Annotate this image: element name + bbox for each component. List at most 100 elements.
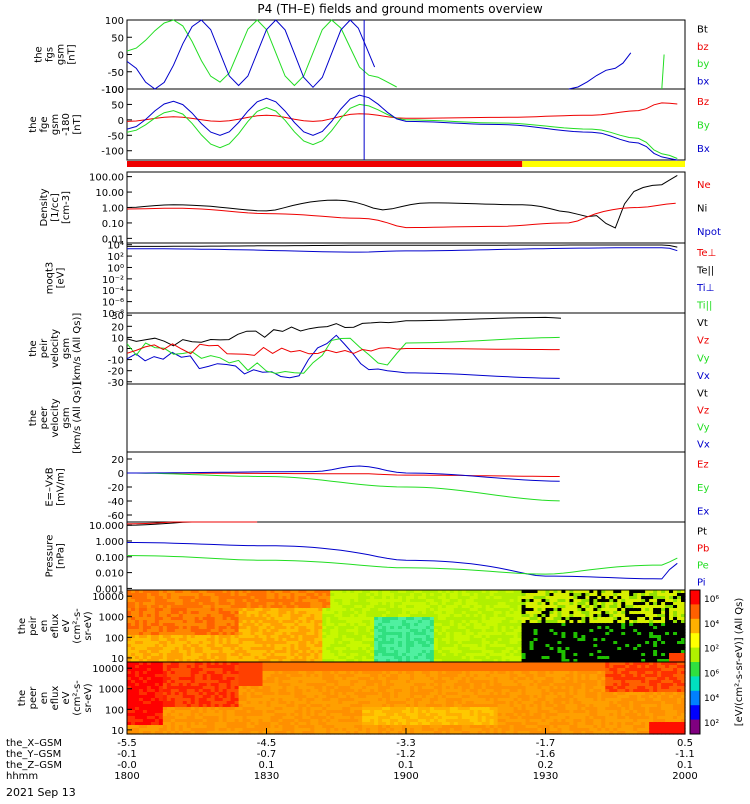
peir_spec-cell — [437, 635, 443, 639]
peer_spec-cell — [214, 692, 220, 696]
peer_spec-cell — [294, 686, 299, 690]
peer_spec-cell — [374, 686, 379, 690]
peir_spec-cell — [593, 596, 598, 600]
peir_spec-cell — [374, 638, 379, 642]
peer_spec-cell — [174, 725, 180, 729]
peir_spec-cell — [362, 659, 367, 663]
peer_spec-cell — [138, 713, 144, 717]
peir_spec-cell — [226, 644, 232, 648]
peer_spec-cell — [354, 731, 359, 735]
peir_spec-cell — [665, 596, 670, 600]
peir_spec-cell — [673, 656, 678, 660]
peir_spec-cell — [342, 626, 347, 630]
peer_spec-cell — [146, 692, 152, 696]
peir_spec-cell — [677, 659, 682, 663]
peer_spec-cell — [326, 689, 331, 693]
peir_spec-cell — [445, 653, 451, 657]
peir_spec-cell — [673, 602, 678, 606]
peir_spec-cell — [158, 620, 164, 624]
peer_spec-cell — [150, 698, 156, 702]
peer_spec-cell — [394, 698, 399, 702]
peer_spec-cell — [382, 719, 387, 723]
peir_spec-cell — [645, 641, 650, 645]
peer_spec-cell — [162, 668, 168, 672]
peir_spec-cell — [150, 617, 156, 621]
peir_spec-cell — [653, 632, 658, 636]
peer_spec-cell — [370, 713, 375, 717]
peer_spec-cell — [238, 725, 244, 729]
peir_spec-cell — [493, 605, 499, 609]
peir_spec-cell — [350, 644, 355, 648]
peir_spec-cell — [653, 599, 658, 603]
peer_spec-cell — [362, 725, 367, 729]
peir_spec-cell — [629, 626, 634, 630]
peir_spec-cell — [577, 659, 582, 663]
peer_spec-cell — [298, 668, 303, 672]
peer_spec-cell — [238, 668, 244, 672]
peir_spec-cell — [370, 626, 375, 630]
peir_spec-cell — [457, 650, 463, 654]
peir_spec-cell — [541, 599, 547, 603]
peir_spec-cell — [210, 617, 216, 621]
peer_spec-cell — [234, 716, 240, 720]
peer_spec-cell — [278, 728, 284, 732]
peir_spec-cell — [174, 647, 180, 651]
peir_spec-cell — [286, 599, 292, 603]
peir_spec-cell — [441, 596, 447, 600]
peer_spec-cell — [182, 710, 188, 714]
peer_spec-cell — [270, 707, 276, 711]
peir_spec-cell — [142, 611, 148, 615]
peer_spec-cell — [390, 728, 395, 732]
peer_spec-cell — [350, 728, 355, 732]
peir_spec-cell — [601, 653, 606, 657]
peir_spec-cell — [194, 632, 200, 636]
peir_spec-cell — [370, 635, 375, 639]
peer_spec-cell — [198, 671, 204, 675]
peir_spec-cell — [178, 599, 184, 603]
peir_spec-cell — [242, 635, 248, 639]
peer_spec-cell — [186, 725, 192, 729]
peer_spec-cell — [146, 671, 152, 675]
peer_spec-cell — [138, 704, 144, 708]
peir_spec-cell — [433, 614, 439, 618]
peer_spec-cell — [146, 725, 152, 729]
peer_spec-cell — [382, 722, 387, 726]
peir_spec-cell — [230, 590, 236, 594]
peir_spec-cell — [481, 611, 487, 615]
peer_spec-cell — [218, 692, 224, 696]
peir_spec-cell — [633, 596, 638, 600]
peir_spec-cell — [366, 605, 371, 609]
peir_spec-cell — [382, 590, 387, 594]
peir_spec-cell — [449, 635, 455, 639]
peir_spec-cell — [453, 590, 459, 594]
peir_spec-cell — [346, 605, 351, 609]
peir_spec-cell — [138, 617, 144, 621]
peer_spec-cell — [274, 695, 280, 699]
peer_spec-cell — [127, 671, 132, 675]
peer_spec-cell — [326, 707, 331, 711]
peir_spec-cell — [485, 647, 491, 651]
peir_spec-cell — [673, 620, 678, 624]
peir_spec-cell — [437, 611, 443, 615]
peir_spec-cell — [378, 602, 383, 606]
peir_spec-cell — [266, 644, 272, 648]
peer_spec-cell — [378, 677, 383, 681]
peir_spec-cell — [190, 641, 196, 645]
peir_spec-cell — [286, 650, 292, 654]
peir_spec-cell — [681, 620, 686, 624]
peir_spec-cell — [657, 644, 662, 648]
peer_spec-cell — [202, 704, 208, 708]
peir_spec-cell — [669, 647, 674, 651]
peer_spec-cell — [198, 695, 204, 699]
peir_spec-cell — [425, 620, 431, 624]
peir_spec-cell — [525, 635, 531, 639]
peir_spec-cell — [150, 611, 156, 615]
peer_spec-cell — [250, 713, 256, 717]
peir_spec-cell — [142, 599, 148, 603]
peer_spec-cell — [254, 671, 260, 675]
peer_spec-cell — [394, 707, 399, 711]
peer_spec-cell — [270, 698, 276, 702]
peir_spec-cell — [453, 596, 459, 600]
peir_spec-cell — [469, 593, 475, 597]
peir_spec-cell — [561, 629, 567, 633]
